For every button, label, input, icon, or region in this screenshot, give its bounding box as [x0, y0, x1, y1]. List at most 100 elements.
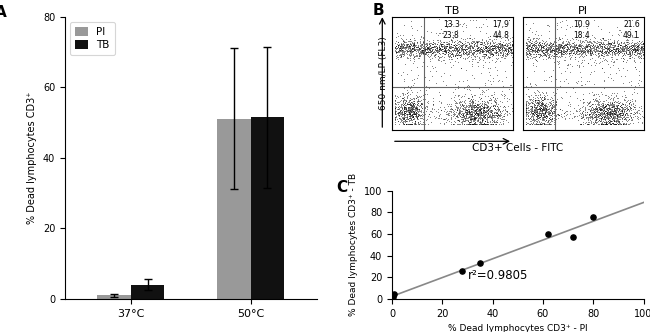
Point: [401, 50, 411, 55]
Point: [455, 44, 465, 49]
Point: [625, 111, 636, 116]
Point: [402, 42, 412, 47]
Point: [554, 48, 564, 53]
Point: [626, 105, 636, 110]
Point: [591, 46, 601, 51]
Point: [606, 105, 616, 110]
Point: [475, 107, 486, 113]
Point: [592, 106, 602, 111]
Point: [395, 93, 405, 98]
Point: [457, 102, 467, 107]
Point: [633, 68, 644, 73]
Point: [416, 49, 426, 54]
Point: [499, 95, 510, 101]
Point: [619, 113, 630, 118]
Point: [626, 116, 636, 121]
Point: [486, 50, 497, 55]
Point: [402, 122, 412, 127]
Point: [430, 43, 440, 48]
Point: [415, 118, 425, 124]
Point: [409, 111, 419, 117]
Point: [530, 40, 541, 45]
Point: [466, 105, 476, 110]
Point: [603, 121, 613, 126]
Point: [460, 50, 470, 55]
Point: [577, 48, 588, 54]
Point: [478, 57, 488, 63]
Point: [530, 97, 541, 103]
Point: [610, 116, 621, 121]
Point: [469, 46, 480, 52]
Point: [541, 46, 551, 52]
Point: [405, 55, 415, 60]
Point: [594, 49, 604, 54]
Point: [554, 83, 565, 89]
Point: [524, 101, 534, 106]
Point: [408, 101, 418, 107]
Point: [420, 47, 430, 52]
Point: [408, 108, 418, 114]
Point: [523, 113, 533, 118]
Point: [437, 44, 447, 49]
Point: [597, 45, 607, 50]
Point: [402, 113, 412, 119]
Point: [620, 42, 630, 47]
Point: [486, 50, 497, 55]
Point: [406, 108, 417, 114]
Point: [479, 105, 489, 110]
Point: [532, 40, 542, 45]
Point: [584, 98, 595, 103]
Point: [538, 48, 548, 53]
Point: [474, 103, 485, 109]
Point: [593, 122, 603, 127]
Point: [528, 43, 538, 48]
Point: [553, 43, 564, 49]
Point: [573, 45, 583, 51]
Point: [463, 51, 473, 56]
Point: [422, 49, 432, 54]
Point: [453, 85, 463, 90]
Point: [417, 36, 428, 41]
Point: [530, 90, 540, 96]
Point: [546, 104, 556, 110]
Point: [419, 97, 430, 102]
Point: [463, 50, 473, 55]
Point: [446, 41, 456, 46]
Point: [578, 109, 588, 114]
Point: [451, 46, 462, 52]
Point: [469, 103, 480, 108]
Point: [404, 43, 414, 48]
Point: [537, 48, 547, 54]
Point: [508, 110, 518, 115]
Point: [521, 45, 532, 50]
Point: [618, 52, 629, 58]
Point: [551, 116, 562, 121]
Point: [601, 45, 612, 51]
Point: [541, 109, 552, 114]
Point: [549, 111, 559, 116]
Point: [452, 55, 462, 60]
Point: [569, 43, 579, 48]
Point: [601, 122, 611, 127]
Point: [569, 46, 579, 52]
Point: [497, 104, 508, 110]
Point: [438, 50, 448, 55]
Point: [618, 55, 628, 61]
Point: [400, 108, 410, 114]
Point: [451, 42, 462, 48]
Point: [593, 41, 604, 46]
Point: [464, 50, 474, 55]
Point: [619, 112, 630, 117]
Point: [584, 79, 594, 84]
Point: [612, 99, 623, 104]
Point: [582, 111, 593, 117]
Point: [471, 111, 482, 116]
Point: [484, 55, 495, 61]
Point: [473, 103, 483, 108]
Point: [610, 48, 620, 54]
Point: [532, 115, 542, 120]
Point: [458, 106, 469, 111]
Point: [424, 42, 435, 47]
Point: [473, 45, 483, 51]
Point: [456, 104, 467, 109]
